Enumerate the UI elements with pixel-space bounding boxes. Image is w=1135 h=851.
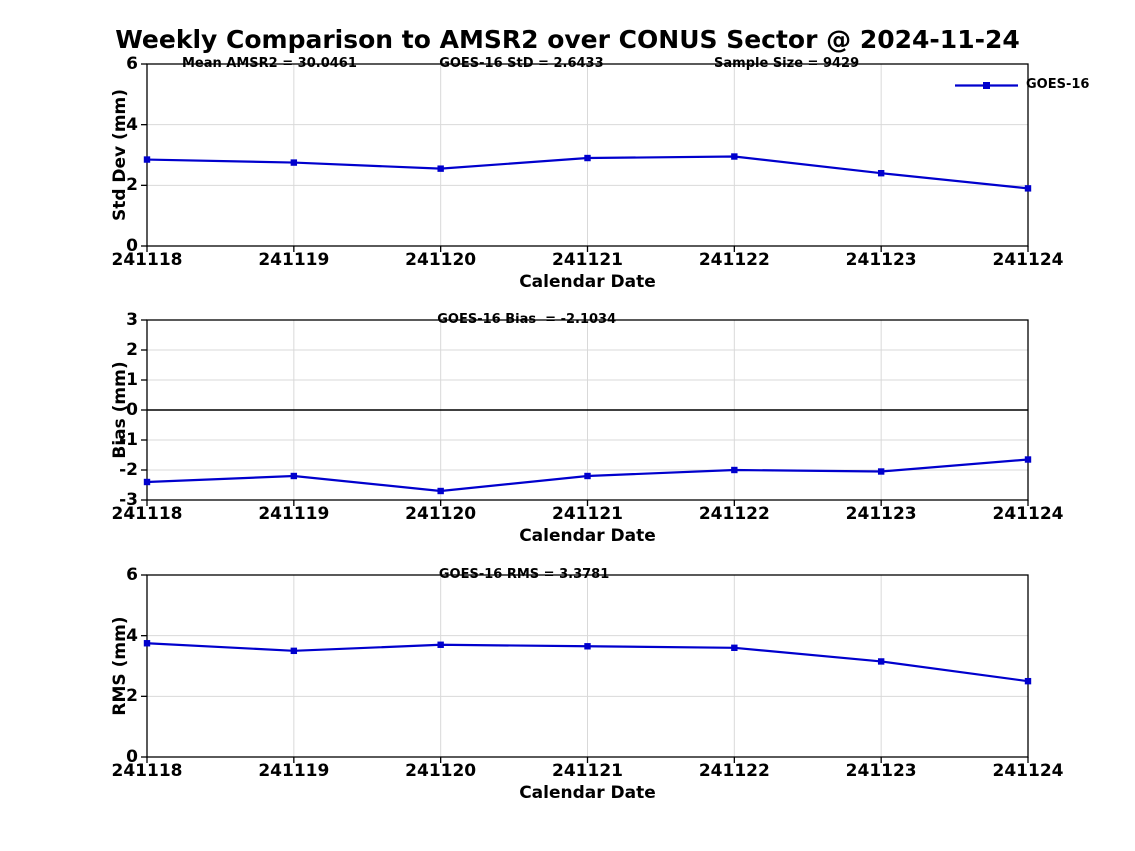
- legend-label: GOES-16: [1026, 77, 1090, 92]
- x-tick-label: 241124: [992, 504, 1064, 524]
- data-point-marker: [143, 640, 151, 647]
- data-point-marker: [290, 472, 298, 480]
- x-axis-label: Calendar Date: [519, 783, 656, 803]
- y-tick-label: 6: [126, 54, 138, 74]
- y-tick-label: 6: [126, 565, 138, 585]
- y-tick-label: 2: [126, 340, 138, 360]
- x-tick-label: 241122: [698, 761, 770, 781]
- data-point-marker: [731, 466, 738, 474]
- figure-title: Weekly Comparison to AMSR2 over CONUS Se…: [115, 25, 1020, 54]
- y-tick-label: -1: [119, 430, 138, 450]
- x-tick-label: 241119: [258, 504, 330, 524]
- x-tick-label: 241118: [111, 504, 183, 524]
- data-point-marker: [877, 658, 885, 665]
- x-tick-label: 241120: [405, 504, 477, 524]
- y-tick-label: 4: [126, 625, 138, 646]
- x-tick-label: 241121: [552, 250, 623, 270]
- x-tick-label: 241123: [845, 250, 917, 270]
- data-point-marker: [731, 153, 738, 160]
- data-point-marker: [877, 468, 885, 475]
- x-axis-label: Calendar Date: [519, 272, 656, 292]
- x-tick-label: 241120: [405, 761, 477, 781]
- x-tick-label: 241119: [258, 250, 330, 270]
- y-tick-label: 0: [126, 400, 138, 420]
- data-point-marker: [1024, 677, 1032, 685]
- y-tick-label: -2: [119, 460, 138, 480]
- x-tick-label: 241124: [992, 761, 1064, 781]
- x-axis-label: Calendar Date: [519, 526, 656, 546]
- x-tick-label: 241122: [698, 250, 770, 270]
- y-tick-label: -3: [119, 490, 138, 510]
- data-point-marker: [584, 154, 591, 162]
- data-point-marker: [437, 487, 444, 495]
- x-tick-label: 241118: [111, 761, 183, 781]
- plot-annotation: GOES-16 Bias = -2.1034: [437, 312, 617, 327]
- x-tick-label: 241118: [111, 250, 183, 270]
- plot-annotation: GOES-16 StD = 2.6433: [439, 56, 604, 71]
- x-tick-label: 241121: [552, 761, 623, 781]
- data-point-marker: [143, 478, 151, 486]
- y-axis-label: RMS (mm): [110, 616, 130, 716]
- legend-marker: [983, 82, 990, 89]
- x-tick-label: 241122: [698, 504, 770, 524]
- x-tick-label: 241123: [845, 504, 917, 524]
- data-point-marker: [290, 647, 298, 655]
- y-tick-label: 2: [126, 686, 138, 707]
- y-tick-label: 4: [126, 114, 138, 135]
- x-tick-label: 241124: [992, 250, 1064, 270]
- data-point-marker: [290, 159, 298, 166]
- data-point-marker: [143, 156, 151, 163]
- plot-annotation: Sample Size = 9429: [714, 56, 860, 71]
- data-point-marker: [437, 641, 444, 648]
- data-point-marker: [437, 165, 444, 172]
- y-tick-label: 3: [126, 310, 138, 330]
- data-point-marker: [584, 472, 591, 480]
- plot-annotation: GOES-16 RMS = 3.3781: [438, 567, 610, 582]
- data-point-marker: [584, 643, 591, 650]
- x-tick-label: 241121: [552, 504, 623, 524]
- data-point-marker: [1024, 456, 1032, 463]
- y-tick-label: 0: [126, 747, 138, 767]
- y-axis-label: Bias (mm): [110, 361, 130, 459]
- y-tick-label: 1: [126, 370, 138, 390]
- data-point-marker: [731, 644, 738, 651]
- plot-annotation: Mean AMSR2 = 30.0461: [182, 56, 357, 71]
- x-tick-label: 241123: [845, 761, 917, 781]
- x-tick-label: 241120: [405, 250, 477, 270]
- data-point-marker: [1024, 185, 1032, 192]
- y-tick-label: 0: [126, 236, 138, 256]
- y-axis-label: Std Dev (mm): [110, 88, 130, 222]
- x-tick-label: 241119: [258, 761, 330, 781]
- data-point-marker: [877, 170, 885, 177]
- y-tick-label: 2: [126, 175, 138, 196]
